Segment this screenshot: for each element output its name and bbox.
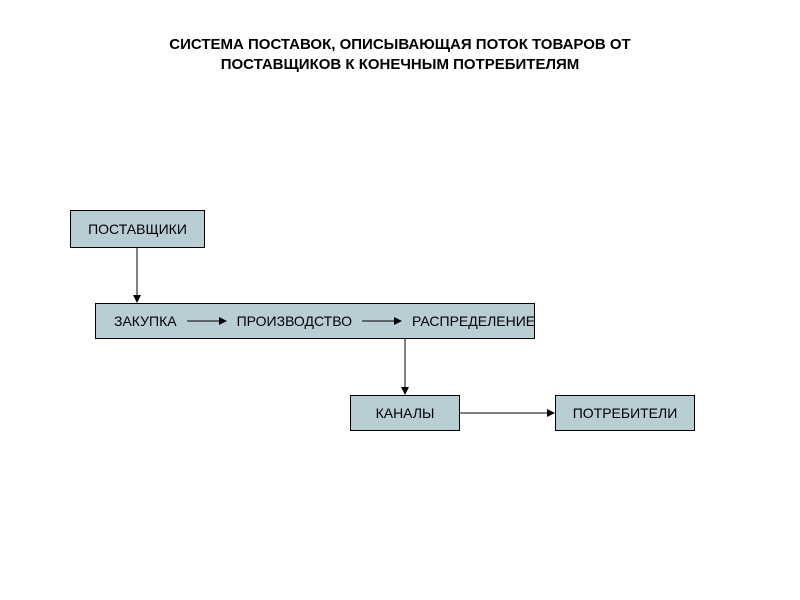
node-consumers-label: ПОТРЕБИТЕЛИ — [573, 405, 678, 421]
diagram-title: СИСТЕМА ПОСТАВОК, ОПИСЫВАЮЩАЯ ПОТОК ТОВА… — [50, 35, 750, 74]
node-suppliers-label: ПОСТАВЩИКИ — [88, 221, 187, 237]
title-line-2: ПОСТАВЩИКОВ К КОНЕЧНЫМ ПОТРЕБИТЕЛЯМ — [221, 56, 580, 73]
title-line-1: СИСТЕМА ПОСТАВОК, ОПИСЫВАЮЩАЯ ПОТОК ТОВА… — [169, 36, 630, 53]
edge-channels-consumers — [450, 403, 565, 423]
node-consumers: ПОТРЕБИТЕЛИ — [555, 395, 695, 431]
node-process: ЗАКУПКА ПРОИЗВОДСТВО РАСПРЕДЕЛЕНИЕ — [95, 303, 535, 339]
edge-process-channels — [395, 329, 415, 405]
process-item-distribution: РАСПРЕДЕЛЕНИЕ — [412, 313, 535, 329]
node-channels-label: КАНАЛЫ — [376, 405, 435, 421]
edge-suppliers-process — [127, 238, 147, 313]
process-item-purchase: ЗАКУПКА — [114, 313, 177, 329]
process-item-production: ПРОИЗВОДСТВО — [237, 313, 352, 329]
arrow-icon — [362, 316, 402, 326]
arrow-icon — [187, 316, 227, 326]
